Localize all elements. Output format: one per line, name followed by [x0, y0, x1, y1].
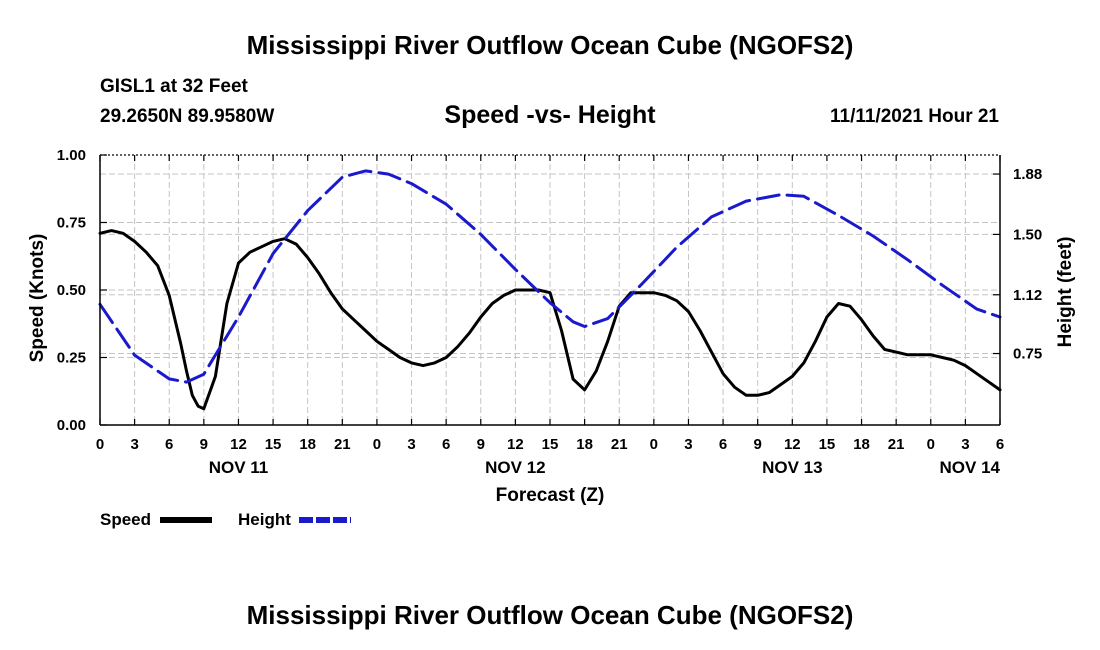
- x-tick-label: 21: [888, 436, 905, 453]
- y2-tick-label: 1.12: [1013, 287, 1042, 304]
- x-tick-label: 0: [96, 436, 104, 453]
- x-tick-label: 21: [334, 436, 351, 453]
- x-tick-label: 18: [576, 436, 593, 453]
- x-tick-label: 0: [927, 436, 935, 453]
- x-tick-label: 15: [542, 436, 559, 453]
- x-tick-label: 6: [442, 436, 450, 453]
- x-tick-label: 15: [819, 436, 836, 453]
- axis-ticks: [99, 154, 1001, 426]
- chart-subtitle: Speed -vs- Height: [444, 101, 656, 129]
- x-tick-label: 12: [784, 436, 801, 453]
- chart-title: Mississippi River Outflow Ocean Cube (NG…: [246, 30, 854, 60]
- y-tick-label: 0.50: [57, 282, 86, 299]
- x-tick-label: 6: [996, 436, 1004, 453]
- date-label: NOV 11: [209, 458, 269, 477]
- x-tick-label: 3: [130, 436, 138, 453]
- x-tick-label: 18: [299, 436, 316, 453]
- date-label: NOV 14: [940, 458, 1001, 477]
- axis-labels: 0 3 6 9 12 15 18 21 0 3 6 9 12 15 18 21 0 3 6 9 12 15 18 21 0 3 6 N…: [27, 147, 1076, 506]
- footer-title: Mississippi River Outflow Ocean Cube (NG…: [246, 600, 854, 630]
- x-tick-label: 18: [853, 436, 870, 453]
- x-tick-label: 0: [373, 436, 381, 453]
- y-tick-label: 0.75: [57, 215, 86, 232]
- y-axis-title: Speed (Knots): [27, 234, 48, 363]
- y2-tick-label: 1.50: [1013, 226, 1042, 243]
- x-tick-label: 9: [754, 436, 762, 453]
- x-tick-label: 6: [719, 436, 727, 453]
- x-tick-label: 12: [230, 436, 247, 453]
- x-tick-label: 6: [165, 436, 173, 453]
- x-tick-label: 15: [265, 436, 282, 453]
- y-tick-label: 0.25: [57, 350, 86, 367]
- x-tick-label: 9: [477, 436, 485, 453]
- date-label: NOV 12: [485, 458, 545, 477]
- x-tick-label: 0: [650, 436, 658, 453]
- station-coordinates: 29.2650N 89.9580W: [100, 106, 275, 127]
- legend-label-height: Height: [238, 510, 291, 529]
- y2-axis-title: Height (feet): [1055, 237, 1076, 348]
- forecast-datetime: 11/11/2021 Hour 21: [829, 106, 999, 127]
- x-tick-label: 3: [407, 436, 415, 453]
- x-tick-label: 12: [507, 436, 524, 453]
- height-series-line: [98, 169, 1002, 384]
- y-tick-label: 0.00: [57, 417, 86, 434]
- y-tick-label: 1.00: [57, 147, 86, 164]
- station-label: GISL1 at 32 Feet: [100, 76, 248, 97]
- x-tick-label: 3: [961, 436, 969, 453]
- x-axis-title: Forecast (Z): [496, 485, 605, 506]
- legend-label-speed: Speed: [100, 510, 151, 529]
- grid-lines: [100, 155, 1000, 425]
- y2-tick-label: 0.75: [1013, 346, 1042, 363]
- x-tick-label: 21: [611, 436, 628, 453]
- speed-height-chart: 0 3 6 9 12 15 18 21 0 3 6 9 12 15 18 21 0 3 6 9 12 15 18 21 0 3 6 N…: [27, 147, 1076, 529]
- chart-legend: Speed Height: [100, 510, 351, 529]
- y2-tick-label: 1.88: [1013, 166, 1042, 183]
- series-layer: [98, 169, 1002, 411]
- x-tick-label: 9: [200, 436, 208, 453]
- date-label: NOV 13: [762, 458, 822, 477]
- x-tick-label: 3: [684, 436, 692, 453]
